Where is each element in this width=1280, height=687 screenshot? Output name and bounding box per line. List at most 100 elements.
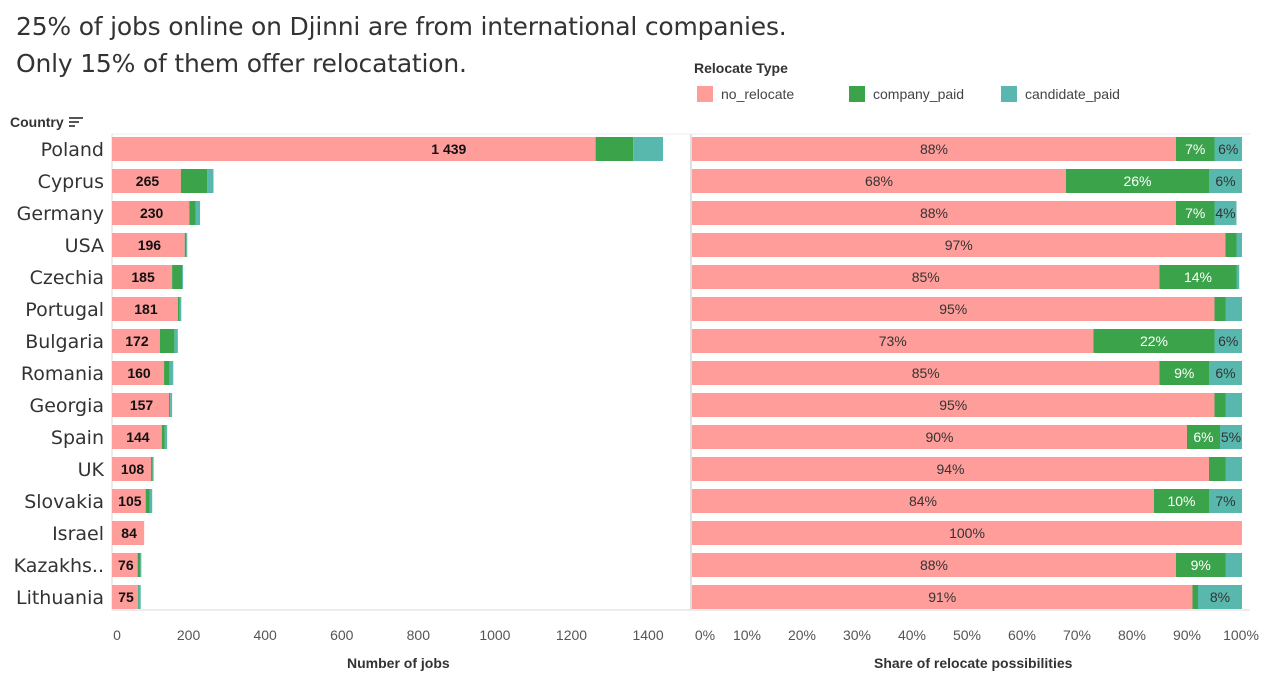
bar-left-israel-no-relocate	[112, 521, 145, 545]
country-label-bulgaria: Bulgaria	[25, 331, 104, 353]
pct-label-poland-no-relocate: 88%	[920, 141, 948, 157]
bar-right-cyprus-company-paid	[1066, 169, 1209, 193]
bar-left-germany-company-paid	[189, 201, 196, 225]
legend-item-company-paid[interactable]: company_paid	[849, 86, 964, 102]
bar-right-bulgaria-no-relocate	[692, 329, 1094, 353]
country-label-spain: Spain	[51, 427, 104, 449]
bar-left-kazakhs-no-relocate	[112, 553, 138, 577]
bar-right-uk-company-paid	[1209, 457, 1226, 481]
bar-left-lithuania-no-relocate	[112, 585, 139, 609]
x-tick-left-0: 0	[113, 627, 121, 643]
bar-left-georgia-candidate-paid	[170, 393, 173, 417]
pct-label-kazakhs-no-relocate: 88%	[920, 557, 948, 573]
pct-label-cyprus-no-relocate: 68%	[865, 173, 893, 189]
bar-right-kazakhs-no-relocate	[692, 553, 1176, 577]
x-tick-right-40: 40%	[898, 627, 926, 643]
bar-right-romania-company-paid	[1159, 361, 1209, 385]
legend-item-no-relocate[interactable]: no_relocate	[697, 86, 794, 102]
country-label-romania: Romania	[21, 363, 104, 385]
country-label-czechia: Czechia	[30, 267, 104, 289]
bar-right-georgia-no-relocate	[692, 393, 1215, 417]
bar-right-bulgaria-candidate-paid	[1214, 329, 1242, 353]
x-tick-left-200: 200	[177, 627, 201, 643]
pct-label-lithuania-no-relocate: 91%	[928, 589, 956, 605]
x-tick-right-90: 90%	[1173, 627, 1201, 643]
country-label-israel: Israel	[52, 523, 104, 545]
pct-label-slovakia-no-relocate: 84%	[909, 493, 937, 509]
bar-right-usa-candidate-paid	[1236, 233, 1242, 257]
bar-right-israel-no-relocate	[692, 521, 1242, 545]
sort-icon[interactable]	[68, 116, 83, 128]
pct-label-poland-company-paid: 7%	[1185, 141, 1205, 157]
legend-item-candidate-paid[interactable]: candidate_paid	[1001, 86, 1120, 102]
total-label-uk: 108	[121, 461, 145, 477]
x-tick-left-1400: 1400	[632, 627, 663, 643]
bar-left-georgia-no-relocate	[112, 393, 170, 417]
bar-left-portugal-candidate-paid	[179, 297, 182, 321]
pct-label-romania-candidate-paid: 6%	[1215, 365, 1235, 381]
bar-left-lithuania-candidate-paid	[138, 585, 141, 609]
bar-left-czechia-company-paid	[172, 265, 183, 289]
bar-left-uk-company-paid	[151, 457, 153, 481]
legend-swatch-no-relocate	[697, 86, 713, 102]
country-label-poland: Poland	[41, 139, 104, 161]
pct-label-israel-no-relocate: 100%	[949, 525, 985, 541]
bar-right-germany-company-paid	[1176, 201, 1215, 225]
bar-left-portugal-no-relocate	[112, 297, 178, 321]
bar-right-usa-no-relocate	[692, 233, 1226, 257]
bar-right-czechia-company-paid	[1159, 265, 1237, 289]
total-label-israel: 84	[121, 525, 137, 541]
pct-label-georgia-no-relocate: 95%	[939, 397, 967, 413]
country-header[interactable]: Country	[10, 114, 83, 130]
pct-label-slovakia-company-paid: 10%	[1167, 493, 1195, 509]
pct-label-poland-candidate-paid: 6%	[1218, 141, 1238, 157]
pct-label-bulgaria-candidate-paid: 6%	[1218, 333, 1238, 349]
bar-right-kazakhs-company-paid	[1176, 553, 1226, 577]
pct-label-romania-no-relocate: 85%	[912, 365, 940, 381]
bar-left-slovakia-company-paid	[145, 489, 150, 513]
bar-right-romania-no-relocate	[692, 361, 1160, 385]
legend-label-no-relocate: no_relocate	[721, 86, 795, 102]
pct-label-spain-no-relocate: 90%	[925, 429, 953, 445]
x-tick-right-30: 30%	[843, 627, 871, 643]
bar-left-kazakhs-company-paid	[137, 553, 141, 577]
bar-left-spain-company-paid	[161, 425, 165, 449]
bar-left-usa-no-relocate	[112, 233, 185, 257]
bar-left-spain-candidate-paid	[164, 425, 168, 449]
total-label-czechia: 185	[131, 269, 155, 285]
x-axis-title-left: Number of jobs	[347, 655, 450, 671]
x-axis-title-right: Share of relocate possibilities	[874, 655, 1073, 671]
pct-label-germany-no-relocate: 88%	[920, 205, 948, 221]
bar-right-germany-candidate-paid	[1214, 201, 1237, 225]
bar-right-portugal-candidate-paid	[1225, 297, 1242, 321]
total-label-lithuania: 75	[118, 589, 134, 605]
country-label-kazakhs: Kazakhs..	[14, 555, 104, 577]
bar-left-spain-no-relocate	[112, 425, 162, 449]
bar-right-georgia-company-paid	[1214, 393, 1226, 417]
x-tick-right-50: 50%	[953, 627, 981, 643]
bar-right-bulgaria-company-paid	[1093, 329, 1215, 353]
pct-label-czechia-no-relocate: 85%	[912, 269, 940, 285]
total-label-cyprus: 265	[136, 173, 160, 189]
pct-label-cyprus-candidate-paid: 6%	[1215, 173, 1235, 189]
total-label-poland: 1 439	[431, 141, 466, 157]
chart-title-line-1: 25% of jobs online on Djinni are from in…	[16, 12, 787, 41]
pct-label-bulgaria-no-relocate: 73%	[879, 333, 907, 349]
bar-right-lithuania-no-relocate	[692, 585, 1193, 609]
pct-label-bulgaria-company-paid: 22%	[1140, 333, 1168, 349]
bar-right-spain-company-paid	[1187, 425, 1220, 449]
country-label-uk: UK	[78, 459, 105, 481]
bar-left-romania-candidate-paid	[169, 361, 174, 385]
x-tick-left-400: 400	[253, 627, 277, 643]
bar-left-germany-candidate-paid	[195, 201, 201, 225]
bar-right-cyprus-candidate-paid	[1209, 169, 1242, 193]
bar-right-czechia-candidate-paid	[1236, 265, 1240, 289]
country-label-georgia: Georgia	[30, 395, 105, 417]
bar-right-czechia-no-relocate	[692, 265, 1160, 289]
bar-right-poland-no-relocate	[692, 137, 1176, 161]
total-label-germany: 230	[140, 205, 164, 221]
total-label-slovakia: 105	[118, 493, 142, 509]
legend-title: Relocate Type	[694, 60, 788, 76]
bar-left-cyprus-company-paid	[180, 169, 208, 193]
